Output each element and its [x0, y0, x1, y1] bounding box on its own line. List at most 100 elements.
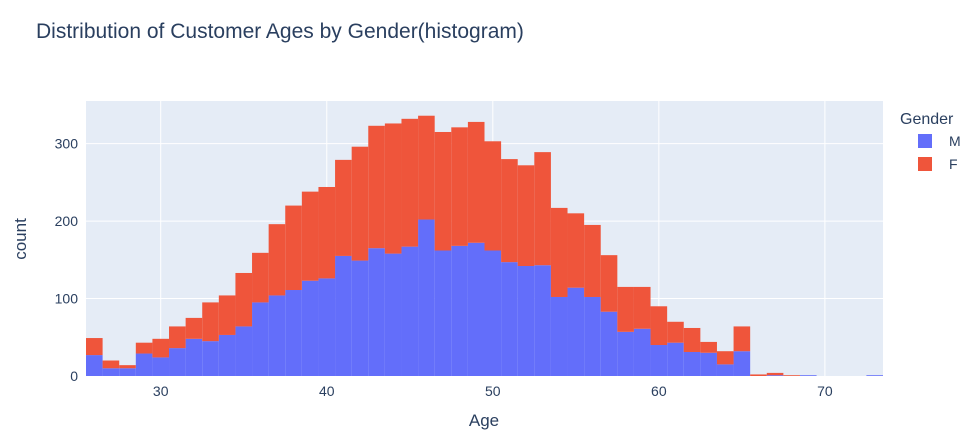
legend-swatch [918, 134, 932, 148]
bar-m-age-69 [799, 375, 817, 376]
bar-m-age-49 [467, 242, 485, 376]
bar-f-age-47 [434, 131, 452, 251]
bar-m-age-30 [152, 357, 170, 376]
bar-f-age-29 [135, 342, 153, 354]
bar-f-age-37 [268, 224, 286, 296]
bar-f-age-36 [252, 252, 269, 303]
bar-f-age-30 [152, 338, 170, 358]
bar-f-age-58 [617, 286, 634, 332]
bar-f-age-63 [700, 341, 717, 353]
chart-title: Distribution of Customer Ages by Gender(… [36, 20, 524, 43]
bar-f-age-51 [501, 159, 518, 263]
bar-f-age-55 [567, 213, 585, 288]
bar-f-age-60 [650, 306, 668, 346]
legend-item-f[interactable]: F [918, 156, 958, 172]
bar-m-age-60 [650, 345, 668, 376]
bar-m-age-38 [285, 290, 302, 376]
bar-m-age-65 [733, 351, 751, 376]
bar-m-age-43 [368, 248, 385, 376]
bar-m-age-53 [534, 265, 551, 376]
bar-m-age-51 [501, 262, 518, 376]
x-tick-labels: 30 40 50 60 70 [153, 383, 833, 399]
bar-f-age-54 [550, 207, 568, 297]
bar-m-age-27 [102, 368, 120, 376]
bar-m-age-34 [218, 334, 236, 376]
bar-m-age-26 [86, 355, 103, 376]
bar-m-age-50 [484, 250, 502, 376]
bar-f-age-64 [716, 351, 734, 365]
bar-m-age-48 [451, 245, 468, 376]
legend-swatch [918, 157, 932, 171]
bar-f-age-66 [750, 374, 767, 376]
bar-f-age-27 [102, 360, 120, 369]
bar-f-age-56 [584, 224, 601, 297]
bar-m-age-45 [401, 246, 419, 376]
bar-f-age-40 [318, 186, 336, 279]
bar-f-age-35 [235, 272, 253, 327]
x-tick-label: 60 [651, 383, 667, 399]
bar-f-age-33 [202, 302, 219, 342]
bar-f-age-28 [119, 365, 136, 369]
bar-m-age-37 [268, 295, 286, 376]
bar-m-age-54 [550, 296, 568, 376]
bar-f-age-39 [301, 191, 319, 281]
y-tick-label: 100 [55, 291, 79, 307]
bar-m-age-32 [185, 338, 203, 376]
bar-f-age-38 [285, 205, 302, 291]
bar-m-age-44 [384, 253, 402, 376]
y-tick-labels: 0 100 200 300 [55, 136, 79, 384]
bar-m-age-41 [335, 255, 352, 376]
bar-f-age-41 [335, 159, 352, 256]
bar-m-age-39 [301, 280, 319, 376]
x-tick-label: 40 [319, 383, 335, 399]
bar-m-age-31 [169, 348, 186, 376]
bar-f-age-68 [783, 375, 800, 376]
bar-m-age-47 [434, 250, 452, 376]
bar-m-age-56 [584, 296, 601, 376]
bar-m-age-36 [252, 302, 269, 376]
bar-f-age-26 [86, 338, 103, 356]
x-axis-title: Age [469, 411, 499, 430]
bar-f-age-52 [517, 165, 535, 266]
bar-f-age-67 [766, 372, 784, 376]
bar-m-age-33 [202, 341, 219, 376]
bar-f-age-42 [351, 146, 369, 261]
bar-m-age-35 [235, 326, 253, 376]
bar-m-age-62 [683, 351, 701, 376]
x-tick-label: 50 [485, 383, 501, 399]
legend-item-m[interactable]: M [918, 133, 961, 149]
bar-f-age-44 [384, 123, 402, 254]
y-tick-label: 0 [70, 368, 78, 384]
bar-f-age-34 [218, 295, 236, 335]
bar-f-age-43 [368, 125, 385, 249]
bar-m-age-28 [119, 368, 136, 376]
bar-f-age-61 [667, 321, 684, 343]
legend-title: Gender [900, 111, 954, 128]
bar-m-age-52 [517, 266, 535, 376]
legend-label: F [949, 156, 958, 172]
bar-f-age-49 [467, 121, 485, 243]
bar-f-age-53 [534, 152, 551, 266]
bar-m-age-57 [600, 311, 618, 376]
legend[interactable]: Gender MF [900, 111, 961, 172]
bar-m-age-58 [617, 331, 634, 376]
legend-label: M [949, 133, 961, 149]
bar-m-age-61 [667, 342, 684, 376]
bar-m-age-59 [633, 328, 651, 376]
bar-f-age-31 [169, 326, 186, 349]
bar-m-age-55 [567, 287, 585, 376]
bar-f-age-65 [733, 326, 751, 352]
bar-f-age-59 [633, 286, 651, 329]
bar-m-age-40 [318, 278, 336, 376]
bar-m-age-64 [716, 364, 734, 376]
bar-f-age-57 [600, 255, 618, 312]
y-tick-label: 200 [55, 213, 79, 229]
bar-f-age-62 [683, 327, 701, 352]
legend-items[interactable]: MF [918, 133, 961, 172]
bar-f-age-48 [451, 127, 468, 246]
bar-m-age-63 [700, 352, 717, 376]
bar-m-age-73 [866, 375, 883, 376]
bars [86, 115, 883, 376]
bar-f-age-50 [484, 141, 502, 251]
